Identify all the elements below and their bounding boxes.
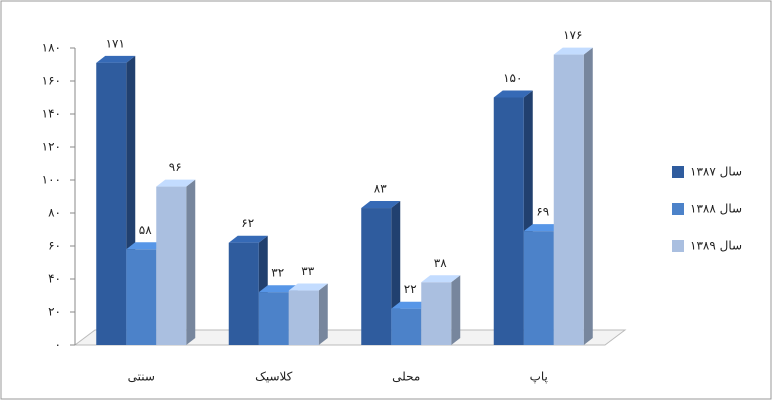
legend-swatch: [672, 166, 684, 178]
data-label: ۶۹: [536, 205, 549, 219]
y-tick-label: ۱۲۰: [42, 140, 61, 154]
y-tick-label: ۱۶۰: [42, 74, 61, 88]
bar-front: [494, 98, 524, 346]
bar-front: [259, 292, 289, 345]
bar-front: [391, 309, 421, 345]
data-label: ۳۲: [271, 266, 284, 280]
x-tick-label: سنتی: [128, 370, 155, 384]
data-label: ۵۸: [139, 223, 152, 237]
data-label: ۹۶: [169, 160, 182, 174]
x-tick-label: محلی: [392, 370, 420, 384]
data-label: ۲۲: [404, 282, 417, 296]
bar-front: [229, 243, 259, 345]
data-label: ۱۵۰: [503, 71, 522, 85]
bar-side: [451, 275, 460, 345]
legend-label: سال ۱۳۸۸: [690, 202, 742, 216]
bar-side: [186, 180, 195, 345]
data-label: ۸۳: [374, 182, 387, 196]
x-tick-label: پاپ: [530, 370, 548, 384]
legend-swatch: [672, 203, 684, 215]
legend-label: سال ۱۳۸۹: [690, 239, 742, 253]
legend-swatch: [672, 240, 684, 252]
bar: [289, 284, 328, 345]
bar-front: [96, 63, 126, 345]
bar-front: [156, 187, 186, 345]
data-label: ۱۷۶: [563, 28, 582, 42]
bar-front: [361, 208, 391, 345]
chart: ۰ ۲۰ ۴۰ ۶۰ ۸۰ ۱۰۰ ۱۲۰ ۱۴۰ ۱۶۰ ۱۸۰ سنتی کلاسیک محلی پا…: [0, 0, 772, 400]
bar: [554, 48, 593, 345]
bar-front: [421, 282, 451, 345]
y-tick-label: ۱۰۰: [42, 173, 61, 187]
bar-front: [554, 55, 584, 345]
data-label: ۶۲: [241, 216, 254, 230]
bar-front: [126, 249, 156, 345]
data-label: ۳۳: [301, 264, 314, 278]
y-tick-label: ۴۰: [48, 272, 61, 286]
bar: [421, 275, 460, 345]
y-tick-label: ۱۴۰: [42, 107, 61, 121]
bar-front: [289, 291, 319, 345]
y-tick-label: ۶۰: [48, 239, 61, 253]
x-tick-label: کلاسیک: [255, 370, 293, 384]
y-tick-label: ۲۰: [48, 305, 61, 319]
bar: [156, 180, 195, 345]
y-tick-label: ۰: [55, 338, 61, 352]
data-label: ۳۸: [434, 256, 447, 270]
bar-front: [524, 231, 554, 345]
data-label: ۱۷۱: [106, 36, 125, 50]
y-tick-label: ۱۸۰: [42, 41, 61, 55]
bar-side: [584, 48, 593, 345]
y-tick-label: ۸۰: [48, 206, 61, 220]
legend-label: سال ۱۳۸۷: [690, 165, 742, 179]
bar-side: [319, 284, 328, 345]
